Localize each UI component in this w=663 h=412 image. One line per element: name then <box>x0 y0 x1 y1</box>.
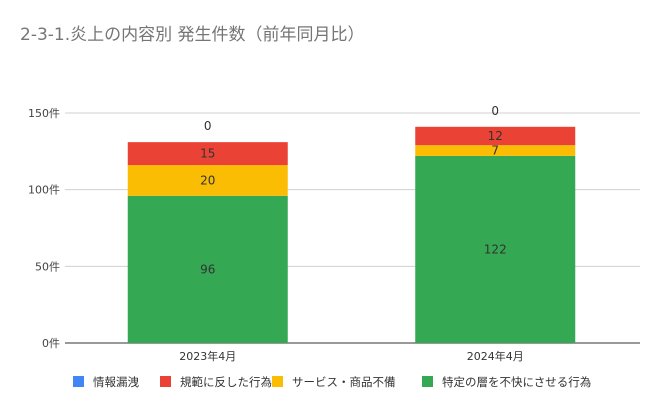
y-tick-label: 0件 <box>42 337 60 350</box>
legend-label: 情報漏洩 <box>93 375 139 389</box>
legend-item: 規範に反した行為 <box>160 375 272 389</box>
data-label: 0 <box>204 119 212 133</box>
bar-segment <box>127 142 288 166</box>
chart-title: 2-3-1.炎上の内容別 発生件数（前年同月比） <box>20 25 365 45</box>
data-label: 0 <box>491 104 499 118</box>
data-label: 96 <box>200 262 215 276</box>
bar-segment <box>127 165 288 196</box>
bar-segment <box>415 126 576 146</box>
bar-segment <box>127 195 288 343</box>
data-label: 15 <box>200 147 215 161</box>
data-label: 7 <box>491 144 499 158</box>
legend-label: 規範に反した行為 <box>180 375 272 389</box>
legend-swatch <box>422 376 433 387</box>
data-label: 122 <box>484 242 507 256</box>
bar-segment <box>415 145 576 156</box>
data-label: 20 <box>200 173 215 187</box>
legend-swatch <box>272 376 283 387</box>
legend-swatch <box>160 376 171 387</box>
y-tick-label: 100件 <box>28 184 60 197</box>
legend-swatch <box>73 376 84 387</box>
data-label: 12 <box>488 129 503 143</box>
legend-item: 情報漏洩 <box>73 375 139 389</box>
y-tick-label: 50件 <box>35 260 60 273</box>
legend-item: 特定の層を不快にさせる行為 <box>422 375 591 389</box>
bar-segment <box>415 155 576 343</box>
x-tick-label: 2023年4月 <box>179 349 236 363</box>
legend-label: サービス・商品不備 <box>292 375 396 389</box>
legend-label: 特定の層を不快にさせる行為 <box>442 375 591 389</box>
x-tick-label: 2024年4月 <box>467 349 524 363</box>
y-tick-label: 150件 <box>28 107 60 120</box>
legend-item: サービス・商品不備 <box>272 375 396 389</box>
